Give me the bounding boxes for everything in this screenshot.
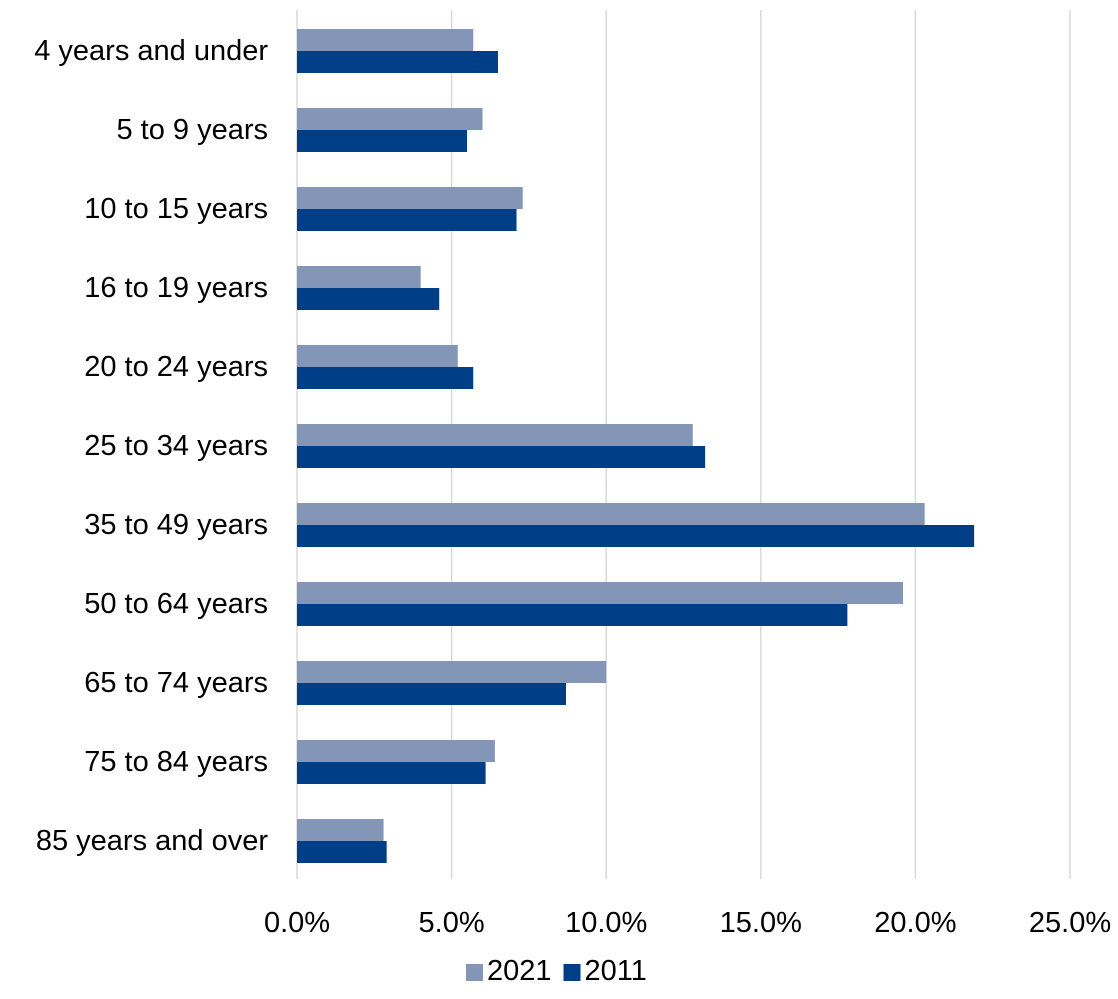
bar-2011-25-to-34-years [297, 446, 706, 468]
bar-2011-65-to-74-years [297, 683, 567, 705]
category-label-16-to-19-years: 16 to 19 years [84, 272, 268, 304]
category-label-85-years-and-over: 85 years and over [36, 825, 268, 857]
bar-2021-50-to-64-years [297, 582, 904, 604]
category-label-4-years-and-under: 4 years and under [34, 35, 268, 67]
x-tick-label-5-0: 5.0% [419, 907, 485, 939]
x-tick-labels: 0.0% 5.0% 10.0% 15.0% 20.0% 25.0% [264, 907, 1111, 939]
bars [297, 29, 975, 863]
category-label-65-to-74-years: 65 to 74 years [84, 667, 268, 699]
bar-2021-75-to-84-years [297, 740, 495, 762]
bar-2021-25-to-34-years [297, 424, 693, 446]
bar-2011-16-to-19-years [297, 288, 440, 310]
category-label-20-to-24-years: 20 to 24 years [84, 351, 268, 383]
bar-2011-10-to-15-years [297, 209, 517, 231]
x-tick-label-25-0: 25.0% [1029, 907, 1111, 939]
bar-2021-4-years-and-under [297, 29, 474, 51]
bar-2011-5-to-9-years [297, 130, 468, 152]
bar-2011-20-to-24-years [297, 367, 474, 389]
x-tick-label-20-0: 20.0% [874, 907, 956, 939]
bar-2021-85-years-and-over [297, 819, 384, 841]
bar-2011-50-to-64-years [297, 604, 848, 626]
bar-2011-35-to-49-years [297, 525, 975, 547]
legend: 2021 2011 [466, 955, 647, 987]
category-label-10-to-15-years: 10 to 15 years [84, 193, 268, 225]
legend-swatch-2011 [563, 964, 581, 981]
x-tick-label-0-0: 0.0% [264, 907, 330, 939]
legend-swatch-2021 [466, 964, 483, 981]
category-label-25-to-34-years: 25 to 34 years [84, 430, 268, 462]
bar-2021-20-to-24-years [297, 345, 458, 367]
category-label-75-to-84-years: 75 to 84 years [84, 746, 268, 778]
bar-2011-75-to-84-years [297, 762, 486, 784]
legend-label-2021: 2021 [487, 955, 552, 987]
x-tick-label-10-0: 10.0% [565, 907, 647, 939]
legend-label-2011: 2011 [585, 955, 647, 987]
x-tick-label-15-0: 15.0% [720, 907, 802, 939]
category-labels: 4 years and under 5 to 9 years 10 to 15 ye… [34, 35, 268, 857]
category-label-5-to-9-years: 5 to 9 years [116, 114, 268, 146]
bar-2021-5-to-9-years [297, 108, 483, 130]
category-label-35-to-49-years: 35 to 49 years [84, 509, 268, 541]
category-label-50-to-64-years: 50 to 64 years [84, 588, 268, 620]
bar-2021-35-to-49-years [297, 503, 925, 525]
bar-2021-65-to-74-years [297, 661, 607, 683]
bar-2021-10-to-15-years [297, 187, 523, 209]
bar-2011-85-years-and-over [297, 841, 387, 863]
bar-2011-4-years-and-under [297, 51, 498, 73]
bar-2021-16-to-19-years [297, 266, 421, 288]
